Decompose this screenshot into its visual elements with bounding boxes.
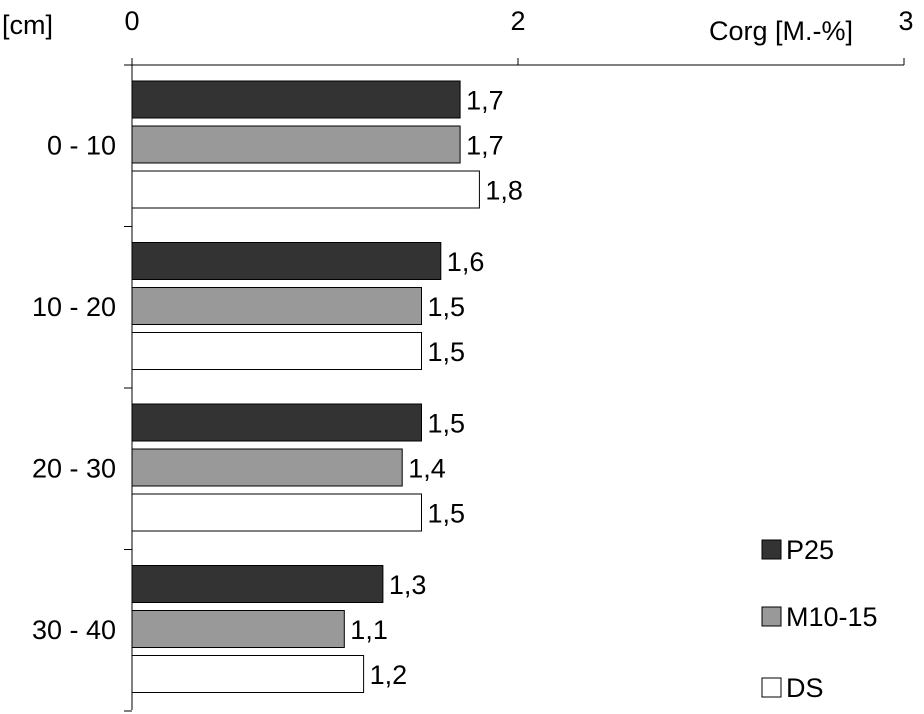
data-label: 1,7 [466, 131, 504, 161]
data-label: 1,7 [466, 86, 504, 116]
data-label: 1,3 [389, 570, 427, 600]
data-label: 1,8 [485, 176, 523, 206]
data-label: 1,5 [428, 499, 466, 529]
x-axis: 0 2 3 [124, 6, 914, 66]
category-label: 10 - 20 [32, 292, 116, 322]
data-label: 1,5 [428, 337, 466, 367]
bar [131, 287, 422, 325]
x-axis-title: Corg [M.-%] [709, 16, 853, 46]
bar [131, 448, 403, 487]
legend-label: P25 [786, 535, 834, 565]
legend-swatch [761, 539, 782, 560]
x-tick-label: 0 [124, 6, 139, 36]
y-unit-label: [cm] [2, 10, 53, 40]
bar [131, 493, 422, 532]
bar [131, 332, 422, 370]
data-label: 1,6 [447, 247, 485, 277]
legend: P25 M10-15 DS [761, 535, 878, 703]
bar [131, 655, 365, 693]
bar [131, 403, 422, 442]
data-label: 1,5 [428, 409, 466, 439]
bar [131, 610, 345, 648]
legend-swatch [761, 677, 782, 698]
category-label: 0 - 10 [47, 131, 116, 161]
legend-label: M10-15 [786, 602, 878, 632]
data-label: 1,5 [428, 292, 466, 322]
x-tick-label: 2 [510, 6, 525, 36]
category-label: 20 - 30 [32, 454, 116, 484]
bar [131, 242, 442, 280]
y-axis: 0 - 10 10 - 20 20 - 30 30 - 40 [32, 64, 133, 712]
legend-swatch [761, 606, 782, 627]
bar [131, 565, 384, 603]
data-label: 1,4 [408, 454, 446, 484]
bar [131, 80, 461, 119]
legend-label: DS [786, 673, 824, 703]
x-tick-label: 3 [898, 6, 913, 36]
data-label: 1,1 [350, 615, 388, 645]
bar [131, 125, 461, 164]
data-label: 1,2 [370, 660, 408, 690]
bar [131, 170, 480, 209]
bars: 1,7 1,7 1,8 1,6 1,5 1,5 1,5 1,4 1,5 1,31,1 1,2 [131, 80, 523, 693]
category-label: 30 - 40 [32, 615, 116, 645]
